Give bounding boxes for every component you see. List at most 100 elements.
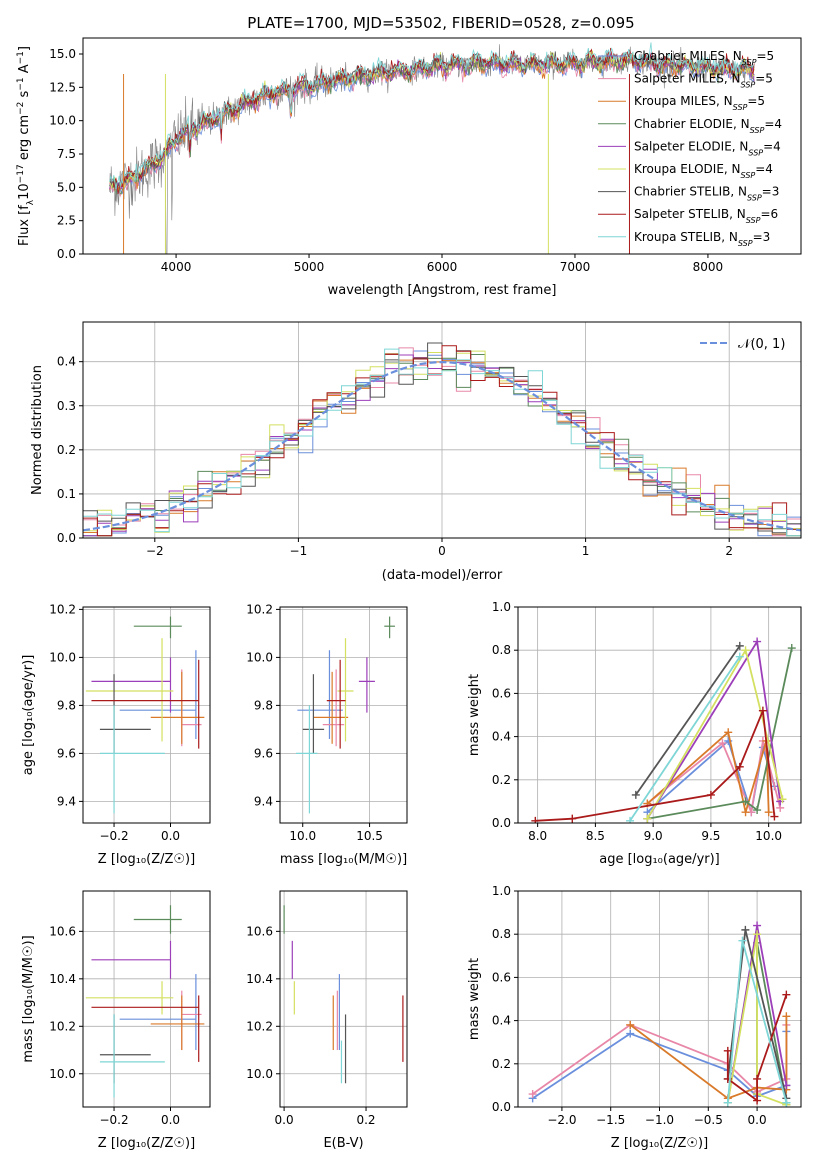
mass-vs-ebv-ytick-label: 10.2 — [246, 1019, 273, 1033]
legend-name: Salpeter ELODIE, N — [634, 139, 748, 153]
weight-vs-age-marker-salpeter_miles — [718, 739, 727, 748]
mass-vs-z-ytick-label: 10.0 — [49, 1067, 76, 1081]
age-vs-z-ytick-label: 9.4 — [57, 794, 76, 808]
legend-value: =4 — [763, 139, 781, 153]
weight-vs-age-marker-chabrier_stelib — [735, 641, 744, 650]
weight-vs-age-line-chabrier_stelib — [635, 645, 741, 796]
age-vs-mass-panel: 10.0 10.5 9.4 9.6 9.8 10.0 10.2 mass [log₁₀(M/M… — [246, 602, 408, 867]
weight-vs-age-ytick-label: 0.6 — [492, 686, 511, 700]
age-vs-mass-axes-frame — [279, 606, 408, 824]
legend-sub: SSP — [747, 193, 762, 202]
spectrum-xtick-label: 7000 — [560, 260, 591, 274]
weight-vs-z-ytick-label: 0.2 — [492, 1057, 511, 1071]
weight-vs-age-marker-kroupa_elodie — [778, 795, 787, 804]
spectrum-xtick-label: 4000 — [161, 260, 192, 274]
mass-vs-z-ytick-label: 10.6 — [49, 924, 76, 938]
mass-vs-z-xtick-label: −0.2 — [99, 1113, 128, 1127]
legend-value: =4 — [764, 117, 782, 131]
weight-vs-age-marker-kroupa_stelib — [735, 652, 744, 661]
mass-vs-z-xlabel: Z [log₁₀(Z/Z☉)] — [98, 1136, 195, 1151]
legend-value: =6 — [760, 207, 778, 221]
spectrum-ylabel-part: 10 — [17, 183, 32, 200]
spectrum-xlabel: wavelength [Angstrom, rest frame] — [328, 283, 557, 298]
spectrum-xtick-label: 8000 — [693, 260, 724, 274]
mass-vs-ebv-xtick-label: 0.2 — [356, 1113, 375, 1127]
legend-sub: SSP — [750, 125, 765, 134]
legend-label-salpeter_elodie: Salpeter ELODIE, NSSP=4 — [634, 139, 781, 157]
mass-vs-ebv-xlabel: E(B-V) — [323, 1136, 363, 1151]
model-spectrum-chabrier_elodie — [109, 52, 755, 196]
mass-vs-z-ytick-label: 10.2 — [49, 1019, 76, 1033]
weight-vs-z-ytick-label: 1.0 — [492, 884, 511, 898]
model-spectrum-kroupa_stelib — [109, 42, 755, 190]
weight-vs-age-xtick-label: 8.5 — [586, 829, 605, 843]
residual-ytick-label: 0.2 — [57, 443, 76, 457]
weight-vs-age-marker-salpeter_stelib — [770, 812, 779, 821]
mass-vs-z-axes-frame — [82, 890, 211, 1108]
age-vs-z-ytick-label: 10.0 — [49, 650, 76, 664]
age-vs-z-xtick-label: 0.0 — [161, 829, 180, 843]
residual-xtick-label: 2 — [725, 544, 733, 558]
age-vs-z-ytick-label: 9.6 — [57, 746, 76, 760]
weight-vs-age-ytick-label: 0.2 — [492, 773, 511, 787]
weight-vs-age-xtick-label: 10.0 — [755, 829, 782, 843]
residual-ytick-label: 0.4 — [57, 355, 76, 369]
weight-vs-z-ytick-label: 0.8 — [492, 927, 511, 941]
age-vs-mass-plot-area — [296, 616, 395, 814]
weight-vs-age-axes-frame — [517, 606, 802, 824]
weight-vs-z-xtick-label: −2.0 — [547, 1113, 576, 1127]
legend-sub: SSP — [741, 80, 756, 89]
weight-vs-z-marker-kroupa_stelib — [738, 936, 747, 945]
weight-vs-age-marker-chabrier_stelib — [631, 790, 640, 799]
weight-vs-age-xtick-label: 8.0 — [528, 829, 547, 843]
legend-name: Kroupa ELODIE, N — [634, 162, 741, 176]
weight-vs-z-marker-kroupa_miles — [782, 1012, 791, 1021]
weight-vs-z-xtick-label: 0.0 — [748, 1113, 767, 1127]
weight-vs-z-ytick-label: 0.6 — [492, 970, 511, 984]
mass-vs-ebv-axes-frame — [279, 890, 408, 1108]
mass-vs-ebv-panel: 0.0 0.2 10.0 10.2 10.4 10.6 E(B-V) — [246, 890, 408, 1151]
age-vs-z-ytick-label: 10.2 — [49, 602, 76, 616]
weight-vs-z-marker-kroupa_stelib — [782, 1098, 791, 1107]
weight-vs-z-marker-chabrier_miles — [626, 1029, 635, 1038]
legend-name: Chabrier STELIB, N — [634, 185, 747, 199]
legend-name: Chabrier MILES, N — [634, 49, 742, 63]
legend-label-salpeter_miles: Salpeter MILES, NSSP=5 — [634, 72, 773, 90]
residual-ylabel: Normed distribution — [30, 365, 45, 495]
model-spectrum-salpeter_stelib — [109, 47, 755, 194]
legend-label-salpeter_stelib: Salpeter STELIB, NSSP=6 — [634, 207, 778, 225]
weight-vs-age-marker-salpeter_stelib — [568, 814, 577, 823]
weight-vs-z-ytick-label: 0.0 — [492, 1100, 511, 1114]
legend-sub: SSP — [748, 148, 763, 157]
age-vs-z-xlabel: Z [log₁₀(Z/Z☉)] — [98, 852, 195, 867]
weight-vs-z-marker-kroupa_miles — [626, 1020, 635, 1029]
weight-vs-age-line-kroupa_stelib — [629, 656, 741, 822]
legend-sub: SSP — [733, 103, 748, 112]
mass-vs-ebv-ytick-label: 10.4 — [246, 972, 273, 986]
age-vs-mass-ytick-label: 9.6 — [254, 746, 273, 760]
weight-vs-z-marker-salpeter_miles — [528, 1090, 537, 1099]
weight-vs-age-marker-kroupa_elodie — [741, 646, 750, 655]
spectrum-plot-area — [109, 42, 755, 254]
weight-vs-age-marker-chabrier_elodie — [753, 806, 762, 815]
weight-vs-z-marker-chabrier_stelib — [741, 925, 750, 934]
spectrum-panel: PLATE=1700, MJD=53502, FIBERID=0528, z=0… — [16, 14, 802, 298]
legend-value: =5 — [747, 94, 765, 108]
weight-vs-z-xlabel: Z [log₁₀(Z/Z☉)] — [611, 1136, 708, 1151]
weight-vs-age-xtick-label: 9.5 — [701, 829, 720, 843]
gaussian-legend-label: 𝒩(0, 1) — [738, 337, 785, 352]
mass-vs-z-ytick-label: 10.4 — [49, 972, 76, 986]
age-vs-mass-xtick-label: 10.5 — [356, 829, 383, 843]
weight-vs-z-panel: −2.0 −1.5 −1.0 −0.5 0.0 0.0 0.2 0.4 0.6 0.8 1.0 Z [… — [467, 884, 802, 1151]
spectrum-ylabel-part: Flux [f — [17, 205, 32, 246]
weight-vs-z-marker-kroupa_elodie — [753, 930, 762, 939]
mass-vs-ebv-ytick-label: 10.6 — [246, 924, 273, 938]
spectrum-ytick-label: 12.5 — [49, 80, 76, 94]
spectrum-ylabel-part: −1 — [16, 51, 26, 64]
age-vs-z-ytick-label: 9.8 — [57, 698, 76, 712]
weight-vs-age-marker-salpeter_stelib — [735, 762, 744, 771]
legend-name: Kroupa MILES, N — [634, 94, 733, 108]
legend-label-kroupa_stelib: Kroupa STELIB, NSSP=3 — [634, 230, 770, 248]
age-vs-mass-ytick-label: 10.2 — [246, 602, 273, 616]
spectrum-ytick-label: 10.0 — [49, 114, 76, 128]
